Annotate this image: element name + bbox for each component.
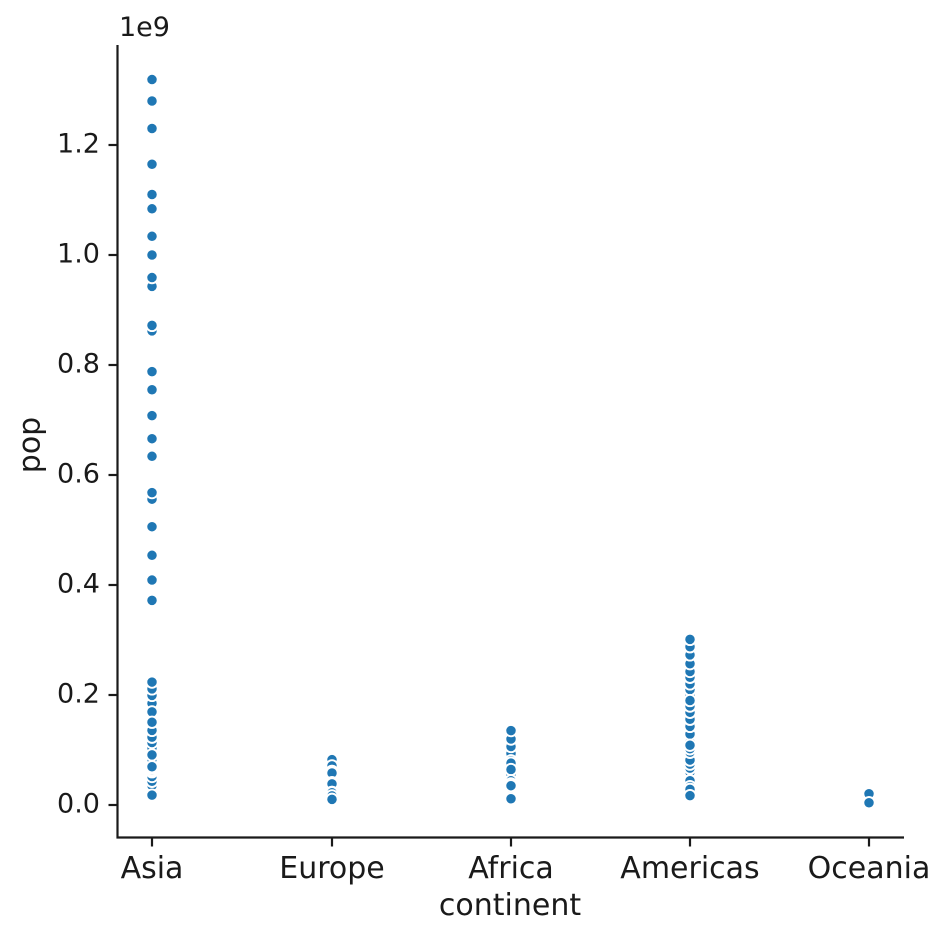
y-tick-label: 0.6 bbox=[57, 458, 100, 490]
data-point bbox=[145, 548, 159, 562]
y-tick-label: 1.0 bbox=[57, 238, 100, 270]
y-tick-label: 1.2 bbox=[57, 128, 100, 160]
data-point bbox=[683, 789, 697, 803]
data-point bbox=[504, 779, 518, 793]
data-point bbox=[145, 788, 159, 802]
data-point bbox=[145, 94, 159, 108]
data-point bbox=[145, 760, 159, 774]
data-point bbox=[145, 229, 159, 243]
y-tick-label: 0.0 bbox=[57, 788, 100, 820]
data-point bbox=[325, 792, 339, 806]
data-point bbox=[145, 364, 159, 379]
data-point bbox=[145, 157, 159, 171]
data-point bbox=[504, 723, 518, 738]
data-point bbox=[145, 432, 159, 446]
data-point bbox=[145, 72, 159, 87]
x-tick-label: Asia bbox=[120, 851, 184, 886]
data-point bbox=[145, 318, 159, 333]
data-point bbox=[504, 762, 518, 777]
x-tick-label: Africa bbox=[468, 851, 554, 886]
data-point bbox=[145, 383, 159, 397]
data-point bbox=[145, 675, 159, 689]
data-point bbox=[145, 248, 159, 262]
y-tick-label: 0.4 bbox=[57, 568, 100, 600]
y-axis-offset-label: 1e9 bbox=[119, 12, 170, 43]
data-point bbox=[145, 573, 159, 587]
data-point bbox=[683, 632, 697, 647]
x-tick-label: Europe bbox=[279, 851, 385, 886]
data-point bbox=[145, 408, 159, 423]
y-tick-label: 0.2 bbox=[57, 678, 100, 710]
data-point bbox=[145, 187, 159, 202]
data-point bbox=[862, 796, 876, 810]
data-point bbox=[145, 449, 159, 463]
data-point bbox=[145, 593, 159, 608]
x-axis-title: continent bbox=[438, 888, 582, 923]
data-point bbox=[145, 748, 159, 762]
x-tick-label: Americas bbox=[620, 851, 760, 886]
data-point bbox=[145, 270, 159, 285]
data-point bbox=[145, 202, 159, 216]
data-point bbox=[504, 792, 518, 806]
data-point bbox=[683, 693, 697, 708]
x-tick-label: Oceania bbox=[807, 851, 931, 886]
data-point bbox=[145, 520, 159, 534]
data-point bbox=[683, 738, 697, 752]
data-point bbox=[145, 485, 159, 500]
data-point bbox=[145, 121, 159, 136]
y-tick-label: 0.8 bbox=[57, 348, 100, 380]
data-point bbox=[145, 715, 159, 729]
